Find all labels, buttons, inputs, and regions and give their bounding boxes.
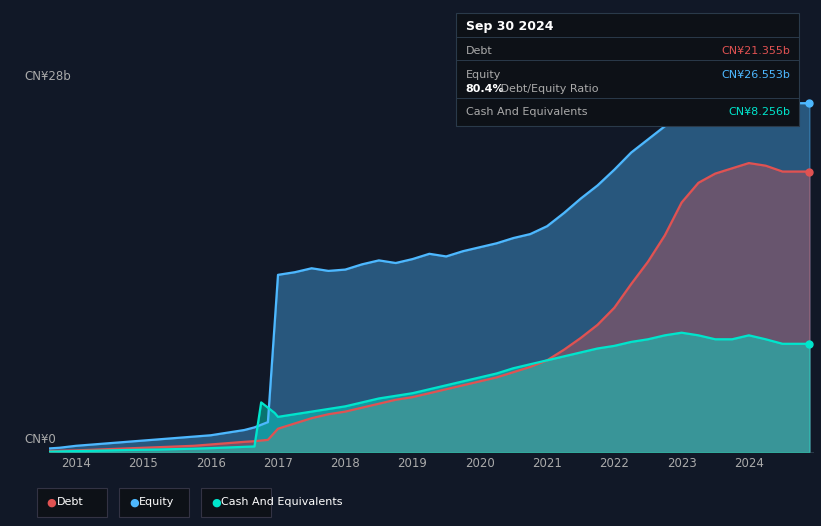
- Text: Cash And Equivalents: Cash And Equivalents: [221, 497, 342, 508]
- Text: CN¥21.355b: CN¥21.355b: [722, 46, 791, 56]
- Text: 80.4%: 80.4%: [466, 84, 504, 94]
- Text: ●: ●: [47, 497, 57, 508]
- Text: ●: ●: [129, 497, 139, 508]
- Text: Equity: Equity: [139, 497, 174, 508]
- Text: Debt: Debt: [466, 46, 493, 56]
- Text: Sep 30 2024: Sep 30 2024: [466, 20, 553, 33]
- Text: CN¥0: CN¥0: [25, 433, 57, 446]
- Text: Cash And Equivalents: Cash And Equivalents: [466, 107, 587, 117]
- Text: CN¥28b: CN¥28b: [25, 70, 71, 83]
- Text: Equity: Equity: [466, 70, 501, 80]
- Text: CN¥8.256b: CN¥8.256b: [728, 107, 791, 117]
- Text: Debt/Equity Ratio: Debt/Equity Ratio: [497, 84, 599, 94]
- Text: Debt: Debt: [57, 497, 84, 508]
- Text: ●: ●: [211, 497, 221, 508]
- Text: CN¥26.553b: CN¥26.553b: [722, 70, 791, 80]
